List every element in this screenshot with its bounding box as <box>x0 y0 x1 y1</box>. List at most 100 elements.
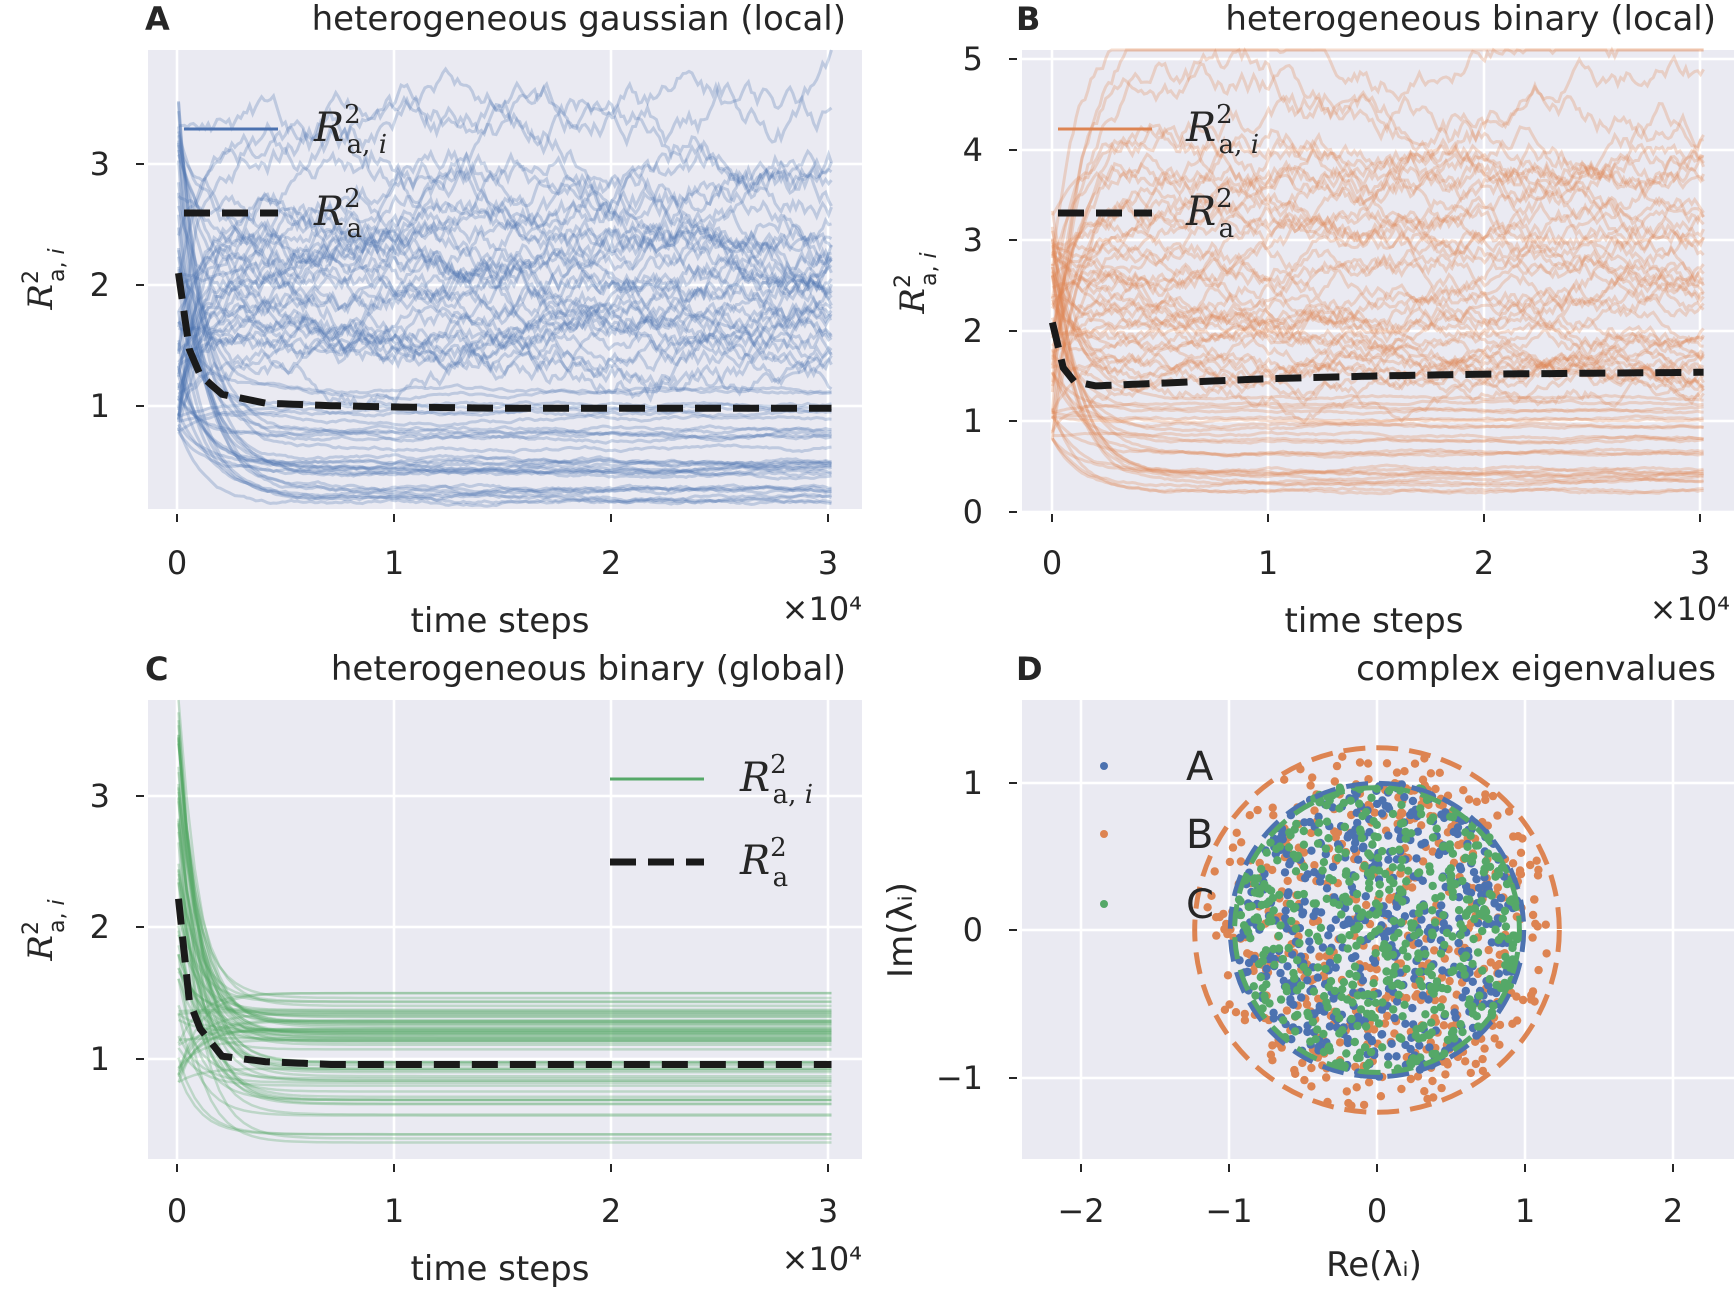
eigenvalue-point-c <box>1287 916 1296 926</box>
eigenvalue-point-b <box>1253 805 1262 815</box>
panel-c-unit-curve <box>177 953 832 1037</box>
panel-b-unit-curve <box>1051 298 1705 368</box>
eigenvalue-point-c <box>1398 1012 1407 1021</box>
eigenvalue-point-c <box>1492 980 1501 990</box>
panel-b-unit-curve <box>1052 286 1705 350</box>
eigenvalue-point-c <box>1494 869 1504 879</box>
eigenvalue-point-c <box>1313 839 1323 848</box>
eigenvalue-point-a <box>1408 796 1418 806</box>
eigenvalue-point-b <box>1512 992 1521 1001</box>
panel-b-unit-curve <box>1051 372 1704 416</box>
eigenvalue-point-b <box>1417 821 1426 830</box>
eigenvalue-point-c <box>1254 959 1264 969</box>
eigenvalue-point-c <box>1291 924 1301 933</box>
eigenvalue-point-b <box>1466 1068 1476 1078</box>
panel-b-unit-curve <box>1051 255 1705 315</box>
eigenvalue-point-a <box>1466 888 1476 897</box>
eigenvalue-point-c <box>1247 902 1257 911</box>
panel-b-unit-curve <box>1050 160 1705 369</box>
eigenvalue-point-b <box>1236 857 1246 866</box>
eigenvalue-point-c <box>1469 934 1478 944</box>
eigenvalue-point-c <box>1456 1019 1465 1029</box>
eigenvalue-point-b <box>1364 1078 1374 1087</box>
panel-a-unit-curve <box>177 397 832 438</box>
eigenvalue-point-c <box>1477 1002 1486 1011</box>
eigenvalue-point-c <box>1364 998 1373 1007</box>
eigenvalue-point-a <box>1306 945 1315 954</box>
eigenvalue-point-c <box>1365 878 1374 888</box>
eigenvalue-point-c <box>1319 1029 1328 1039</box>
panel-c-mean-curve <box>175 898 832 1068</box>
eigenvalue-point-b <box>1438 995 1447 1004</box>
eigenvalue-point-c <box>1306 1037 1315 1046</box>
eigenvalue-point-c <box>1338 985 1347 994</box>
panel-a-unit-curve <box>178 69 833 155</box>
eigenvalue-point-b <box>1385 895 1394 904</box>
eigenvalue-point-a <box>1331 963 1340 972</box>
panel-c: 1 2 3 0 1 2 3 time steps ×10⁴ R2a, i C h… <box>19 649 862 1289</box>
eigenvalue-point-b <box>1268 1041 1277 1050</box>
eigenvalue-point-a <box>1418 876 1428 885</box>
eigenvalue-point-b <box>1431 784 1440 794</box>
eigenvalue-point-c <box>1256 973 1266 982</box>
eigenvalue-point-c <box>1339 978 1349 987</box>
eigenvalue-point-c <box>1510 931 1519 940</box>
eigenvalue-point-c <box>1267 916 1276 926</box>
eigenvalue-point-a <box>1354 855 1363 864</box>
eigenvalue-point-c <box>1236 910 1246 920</box>
eigenvalue-point-c <box>1334 900 1344 909</box>
eigenvalue-point-a <box>1363 1032 1373 1041</box>
eigenvalue-point-a <box>1439 919 1449 928</box>
panel-d-legend-label-b: B <box>1186 812 1213 858</box>
panel-a-xlabel: time steps <box>411 601 590 641</box>
panel-c-unit-curve <box>177 699 832 1029</box>
panel-a-legend-mean-label: R2 a <box>313 184 362 244</box>
eigenvalue-point-c <box>1318 866 1327 875</box>
panel-c-unit-curve <box>177 771 832 1039</box>
eigenvalue-point-c <box>1373 908 1383 917</box>
panel-a-unit-curve <box>177 195 833 375</box>
eigenvalue-point-a <box>1331 915 1341 924</box>
eigenvalue-point-c <box>1360 1043 1370 1052</box>
eigenvalue-point-a <box>1347 829 1356 838</box>
panel-b-unit-curve <box>1050 295 1704 433</box>
eigenvalue-point-c <box>1293 1010 1302 1020</box>
eigenvalue-point-c <box>1461 853 1470 862</box>
panel-c-unit-curve <box>177 736 832 1027</box>
eigenvalue-point-a <box>1361 892 1371 901</box>
eigenvalue-point-c <box>1427 1018 1436 1027</box>
eigenvalue-point-c <box>1397 800 1406 810</box>
eigenvalue-point-c <box>1276 995 1286 1004</box>
eigenvalue-point-a <box>1378 796 1387 805</box>
panel-a: 1 2 3 0 1 2 3 time steps ×10⁴ R2a, i A h… <box>19 0 862 641</box>
eigenvalue-point-c <box>1290 825 1299 834</box>
eigenvalue-point-b <box>1526 860 1535 870</box>
panel-a-unit-curve <box>177 142 833 259</box>
eigenvalue-point-c <box>1334 845 1344 854</box>
eigenvalue-point-c <box>1286 899 1295 909</box>
panel-b-unit-curve <box>1051 122 1704 217</box>
panel-b-unit-curve <box>1052 210 1705 289</box>
panel-b-unit-curve <box>1050 248 1704 387</box>
panel-c-label: C <box>145 650 168 688</box>
eigenvalue-point-c <box>1431 918 1440 927</box>
panel-b-unit-curve <box>1050 407 1704 496</box>
eigenvalue-point-b <box>1380 1019 1390 1028</box>
panel-a-unit-curve <box>177 216 832 328</box>
eigenvalue-point-a <box>1262 964 1271 973</box>
eigenvalue-point-a <box>1303 976 1312 985</box>
panel-c-axes-background <box>148 700 862 1159</box>
panel-c-unit-curve <box>177 944 832 1042</box>
eigenvalue-point-b <box>1392 768 1402 777</box>
panel-a-unit-curve <box>177 66 833 236</box>
panel-b-label: B <box>1016 0 1040 38</box>
eigenvalue-point-c <box>1384 1060 1393 1069</box>
eigenvalue-point-b <box>1418 857 1428 866</box>
panel-a-x-multiplier: ×10⁴ <box>782 590 862 628</box>
eigenvalue-point-c <box>1479 868 1489 877</box>
eigenvalue-point-b <box>1359 1100 1369 1110</box>
eigenvalue-point-a <box>1318 943 1328 952</box>
eigenvalue-point-c <box>1389 968 1398 977</box>
eigenvalue-point-c <box>1360 861 1369 871</box>
